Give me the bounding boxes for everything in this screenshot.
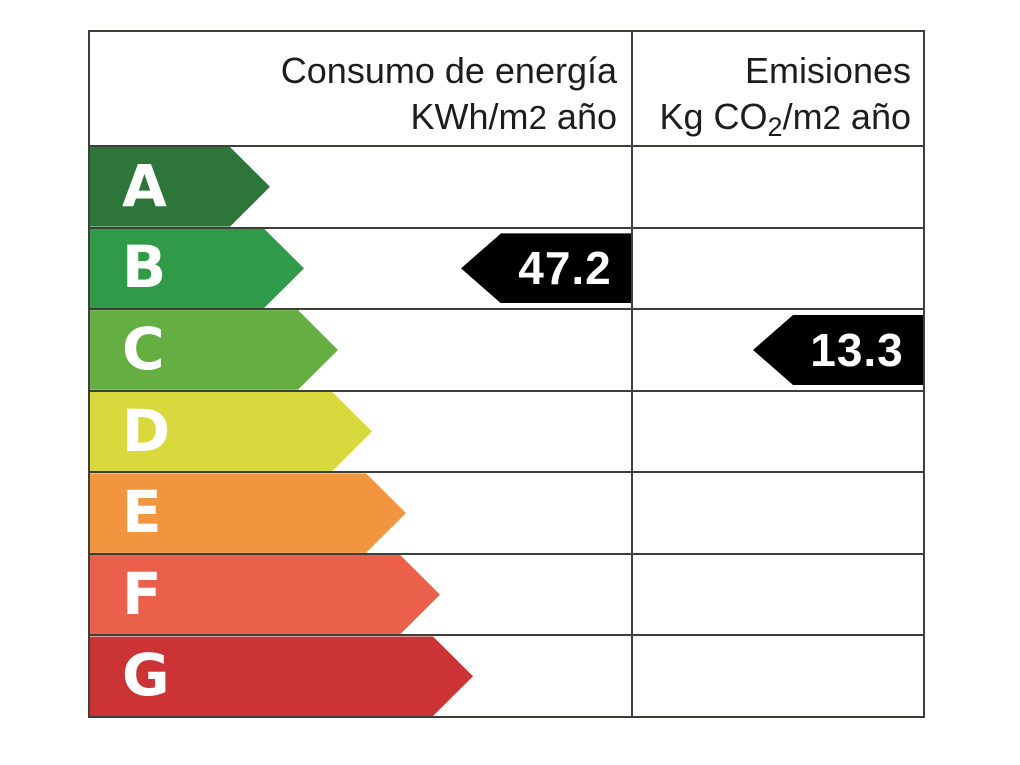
emissions-value: 13.3	[810, 323, 904, 376]
rating-arrow-e: E	[90, 473, 406, 553]
rating-row-f-emissions-cell	[633, 555, 923, 635]
rating-row-e-consumption-cell: E	[90, 473, 633, 553]
rating-row-b-consumption-cell: B 47.2	[90, 228, 633, 309]
consumption-value: 47.2	[518, 242, 612, 295]
rating-letter-f: F	[122, 559, 162, 628]
rating-letter-a: A	[122, 151, 167, 220]
rating-row-d: D	[90, 391, 923, 474]
rating-arrow-b: B	[90, 229, 304, 309]
rating-row-d-emissions-cell	[633, 392, 923, 472]
rating-row-g-consumption-cell: G	[90, 636, 633, 717]
rating-row-b-emissions-cell	[633, 229, 923, 309]
rating-row-a: A	[90, 147, 923, 229]
rating-arrow-g: G	[90, 636, 473, 716]
rating-row-e: E	[90, 473, 923, 555]
rating-letter-g: G	[122, 641, 170, 710]
rating-row-e-emissions-cell	[633, 473, 923, 553]
rating-arrow-c: C	[90, 310, 338, 390]
emissions-header-units: Kg CO2/m2 año	[659, 96, 911, 142]
rating-letter-c: C	[122, 314, 165, 383]
rating-letter-e: E	[122, 478, 162, 547]
rating-row-b: B 47.2	[90, 228, 923, 311]
rating-table: Consumo de energía KWh/m2 año Emisiones …	[88, 30, 925, 718]
rating-row-a-consumption-cell: A	[90, 147, 633, 227]
emissions-header-title: Emisiones	[744, 50, 911, 91]
rating-row-a-emissions-cell	[633, 147, 923, 227]
emissions-column-header: Emisiones Kg CO2/m2 año	[633, 32, 923, 145]
rating-row-g-emissions-cell	[633, 636, 923, 716]
rating-letter-b: B	[122, 233, 167, 302]
rating-row-f-consumption-cell: F	[90, 554, 633, 635]
rating-arrow-f: F	[90, 555, 440, 635]
consumption-header-title: Consumo de energía	[280, 50, 617, 91]
emissions-value-arrow: 13.3	[753, 314, 923, 385]
rating-arrow-d: D	[90, 392, 372, 472]
rating-letter-d: D	[122, 396, 171, 465]
table-header: Consumo de energía KWh/m2 año Emisiones …	[90, 32, 923, 147]
rating-row-g: G	[90, 636, 923, 717]
rating-row-f: F	[90, 554, 923, 637]
consumption-column-header: Consumo de energía KWh/m2 año	[90, 32, 633, 145]
rating-row-c: C 13.3	[90, 310, 923, 392]
rating-row-c-emissions-cell: 13.3	[633, 310, 923, 390]
consumption-value-arrow: 47.2	[461, 233, 631, 304]
rating-arrow-a: A	[90, 147, 270, 227]
consumption-header-units: KWh/m2 año	[410, 96, 617, 137]
rating-row-d-consumption-cell: D	[90, 391, 633, 472]
rating-row-c-consumption-cell: C	[90, 310, 633, 390]
